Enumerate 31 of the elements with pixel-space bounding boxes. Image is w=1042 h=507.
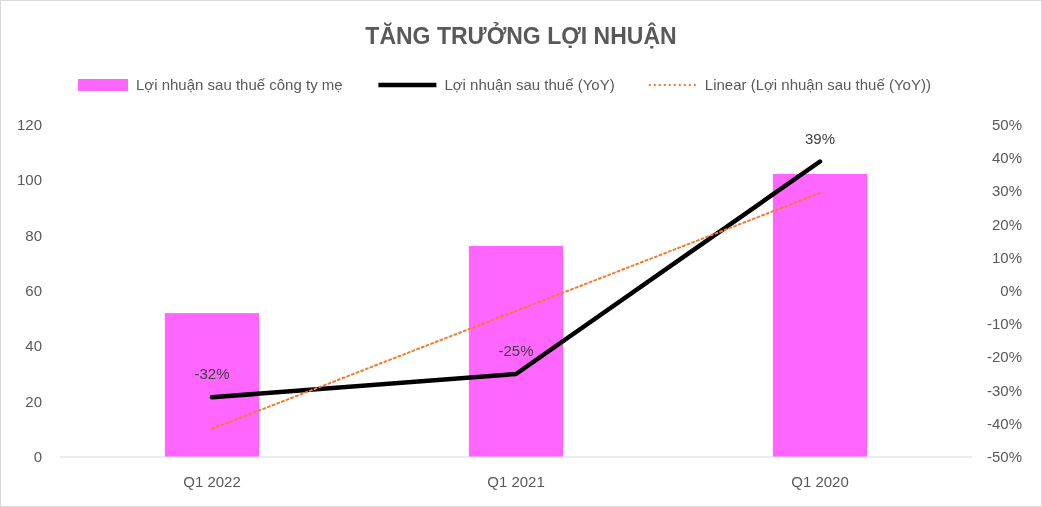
bar <box>164 313 260 457</box>
x-tick-label: Q1 2022 <box>183 473 241 490</box>
y2-tick-label: -20% <box>986 348 1022 366</box>
y-tick-label: 80 <box>25 226 42 244</box>
y2-tick-label: -50% <box>986 448 1022 465</box>
x-tick-label: Q1 2020 <box>791 473 849 490</box>
data-label: -25% <box>498 342 534 359</box>
y-tick-label: 20 <box>25 392 42 410</box>
chart-title: TĂNG TRƯỞNG LỢI NHUẬN <box>365 21 677 49</box>
y2-tick-label: -40% <box>986 414 1022 432</box>
data-label: -32% <box>194 365 230 383</box>
y2-tick-label: 20% <box>991 215 1022 233</box>
bar <box>772 173 868 457</box>
y2-tick-label: 0% <box>1000 282 1022 299</box>
y-tick-label: 100 <box>16 171 42 189</box>
x-tick-label: Q1 2021 <box>487 473 545 490</box>
y2-tick-label: 30% <box>991 182 1022 200</box>
legend-label: Lợi nhuận sau thuế công ty mẹ <box>136 76 343 93</box>
legend-label: Lợi nhuận sau thuế (YoY) <box>444 76 615 93</box>
y-tick-label: 40 <box>25 337 42 355</box>
y-tick-label: 60 <box>25 282 42 299</box>
legend-label: Linear (Lợi nhuận sau thuế (YoY)) <box>704 76 931 93</box>
y-tick-label: 0 <box>33 448 42 465</box>
y2-tick-label: 50% <box>991 116 1022 133</box>
y2-tick-label: 10% <box>991 248 1022 266</box>
y2-tick-label: -10% <box>986 315 1022 333</box>
y-tick-label: 120 <box>16 116 42 133</box>
y2-tick-label: -30% <box>986 381 1022 399</box>
y2-tick-label: 40% <box>991 149 1022 167</box>
bar <box>468 245 564 457</box>
data-label: 39% <box>804 129 836 147</box>
